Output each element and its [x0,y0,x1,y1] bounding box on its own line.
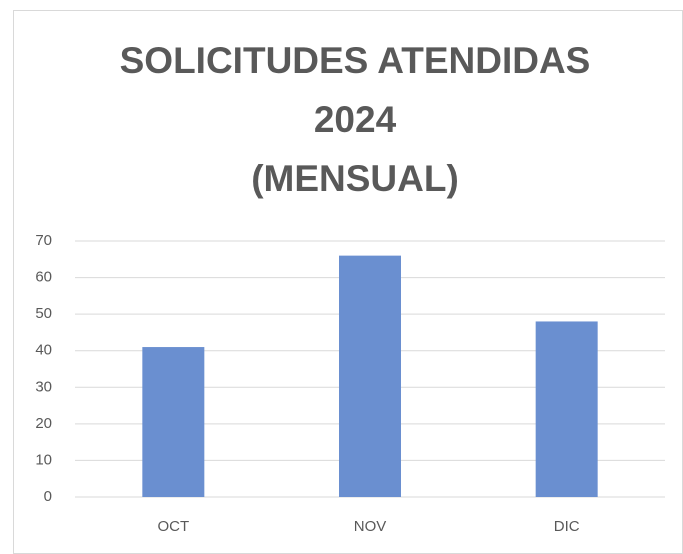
y-tick-label: 40 [35,342,52,359]
x-tick-label: OCT [157,518,189,535]
y-tick-label: 70 [35,232,52,249]
x-tick-label: DIC [554,518,580,535]
bar [535,321,598,497]
y-tick-label: 0 [44,488,52,505]
x-tick-label: NOV [354,518,387,535]
y-tick-label: 60 [35,269,52,286]
y-tick-label: 50 [35,305,52,322]
y-tick-label: 30 [35,378,52,395]
bar [339,255,401,497]
chart-title: SOLICITUDES ATENDIDAS [120,40,591,81]
chart-title: (MENSUAL) [251,158,459,199]
bar [142,347,205,497]
y-tick-label: 20 [35,415,52,432]
y-tick-label: 10 [35,451,52,468]
chart-title: 2024 [314,99,397,140]
